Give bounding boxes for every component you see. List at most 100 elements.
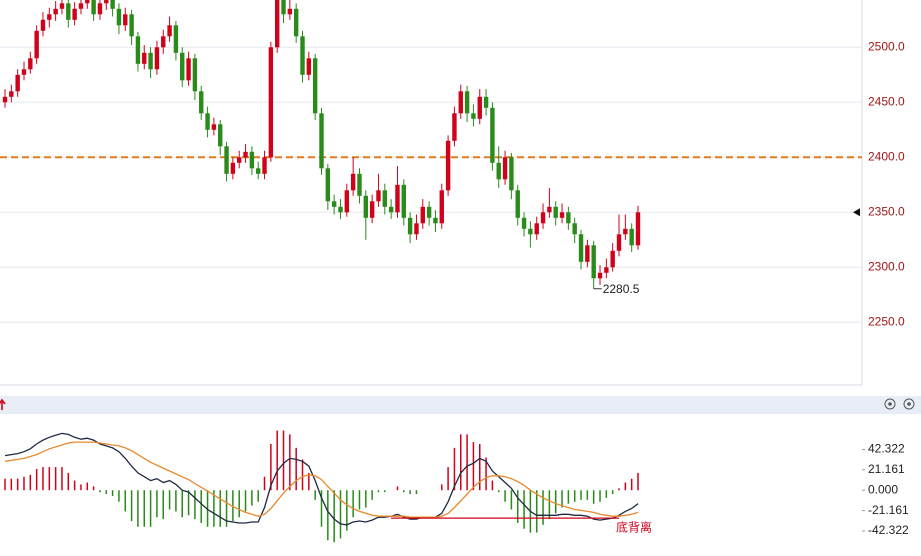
- candle-body: [585, 245, 590, 262]
- candle-body: [154, 47, 160, 70]
- macd-histogram-bar: [80, 484, 82, 491]
- macd-histogram-bar: [308, 472, 310, 491]
- macd-histogram-bar: [479, 444, 481, 491]
- candle-body: [502, 157, 508, 180]
- close-icon-dot: [907, 402, 911, 406]
- macd-histogram-bar: [327, 490, 329, 541]
- indicator-header: [0, 396, 921, 414]
- macd-histogram-bar: [124, 490, 127, 512]
- macd-histogram-bar: [611, 490, 614, 495]
- candle-body: [464, 91, 470, 114]
- macd-histogram-bar: [251, 490, 253, 506]
- candle-body: [78, 3, 84, 9]
- macd-histogram-bar: [441, 484, 443, 491]
- candle-body: [357, 173, 362, 196]
- candle-body: [439, 190, 444, 224]
- candle-body: [161, 36, 166, 48]
- candle-body: [9, 91, 14, 97]
- candle-body: [490, 107, 495, 163]
- candle-body: [28, 58, 33, 70]
- y-tick-label: 42.322: [868, 442, 905, 456]
- candle-body: [72, 8, 77, 20]
- candle-body: [610, 250, 615, 268]
- macd-histogram-bar: [263, 476, 266, 491]
- macd-histogram-bar: [257, 490, 259, 502]
- macd-histogram-bar: [61, 467, 63, 491]
- candle-body: [350, 173, 356, 191]
- candle-body: [2, 96, 8, 103]
- collapse-icon[interactable]: [0, 398, 6, 410]
- macd-histogram-bar: [346, 490, 348, 531]
- macd-histogram-bar: [592, 490, 595, 504]
- y-tick-label: 2350.0: [868, 204, 905, 218]
- macd-histogram-bar: [175, 490, 177, 512]
- candle-body: [59, 3, 65, 9]
- candle-body: [66, 3, 71, 20]
- candle-body: [496, 162, 501, 180]
- candle-body: [312, 58, 318, 114]
- macd-histogram-bar: [181, 490, 183, 518]
- candle-body: [21, 69, 27, 75]
- candle-body: [211, 124, 217, 130]
- candle-body: [218, 124, 223, 147]
- macd-histogram-bar: [339, 490, 342, 539]
- macd-histogram-bar: [118, 490, 120, 502]
- settings-icon[interactable]: [884, 398, 896, 410]
- macd-histogram-bar: [554, 490, 557, 514]
- candle-body: [591, 245, 596, 279]
- candle-body: [123, 14, 128, 26]
- macd-histogram-bar: [92, 486, 95, 491]
- candle-body: [268, 47, 274, 158]
- macd-histogram-bar: [314, 490, 316, 500]
- macd-histogram-bar: [295, 447, 297, 491]
- macd-histogram-bar: [130, 490, 133, 522]
- candle-body: [331, 201, 337, 207]
- candle-body: [274, 0, 280, 48]
- candle-body: [420, 206, 425, 224]
- last-price-marker: [853, 208, 860, 217]
- candle-body: [623, 228, 628, 235]
- macd-line: [4, 441, 639, 518]
- candle-body: [287, 8, 293, 15]
- y-tick-label: -42.322: [868, 523, 909, 537]
- macd-histogram-bar: [162, 490, 164, 520]
- candle-body: [407, 217, 413, 235]
- macd-histogram-bar: [289, 434, 291, 491]
- close-icon[interactable]: [903, 398, 915, 410]
- candle-body: [426, 206, 432, 218]
- candle-body: [91, 0, 96, 15]
- candle-body: [262, 157, 267, 174]
- candle-body: [433, 217, 438, 224]
- macd-histogram-bar: [99, 490, 101, 493]
- macd-histogram-bar: [358, 490, 361, 510]
- macd-histogram-bar: [168, 490, 171, 510]
- candle-body: [142, 52, 147, 64]
- candle-body: [458, 91, 463, 114]
- candle-body: [363, 195, 369, 218]
- candle-body: [401, 184, 406, 218]
- macd-histogram-bar: [586, 490, 589, 500]
- macd-histogram-bar: [447, 467, 449, 491]
- y-tick-label: 0.000: [868, 482, 898, 496]
- y-tick-label: -21.161: [868, 503, 909, 517]
- candle-body: [629, 228, 634, 246]
- candle-body: [566, 212, 571, 224]
- candle-body: [237, 157, 242, 163]
- candle-body: [104, 0, 109, 4]
- macd-histogram-bar: [54, 467, 57, 491]
- macd-histogram-bar: [111, 490, 114, 496]
- candle-body: [15, 74, 20, 92]
- macd-histogram-bar: [48, 467, 51, 491]
- candle-body: [293, 8, 299, 37]
- candle-body: [148, 52, 153, 70]
- macd-histogram-bar: [244, 490, 247, 512]
- macd-histogram-bar: [415, 490, 418, 495]
- candle-body: [414, 223, 419, 235]
- candle-body: [382, 190, 387, 207]
- candle-body: [547, 206, 552, 213]
- candle-body: [483, 96, 489, 108]
- candle-body: [110, 0, 115, 9]
- candle-body: [521, 217, 527, 229]
- macd-histogram-bar: [200, 490, 202, 523]
- candle-body: [173, 25, 179, 53]
